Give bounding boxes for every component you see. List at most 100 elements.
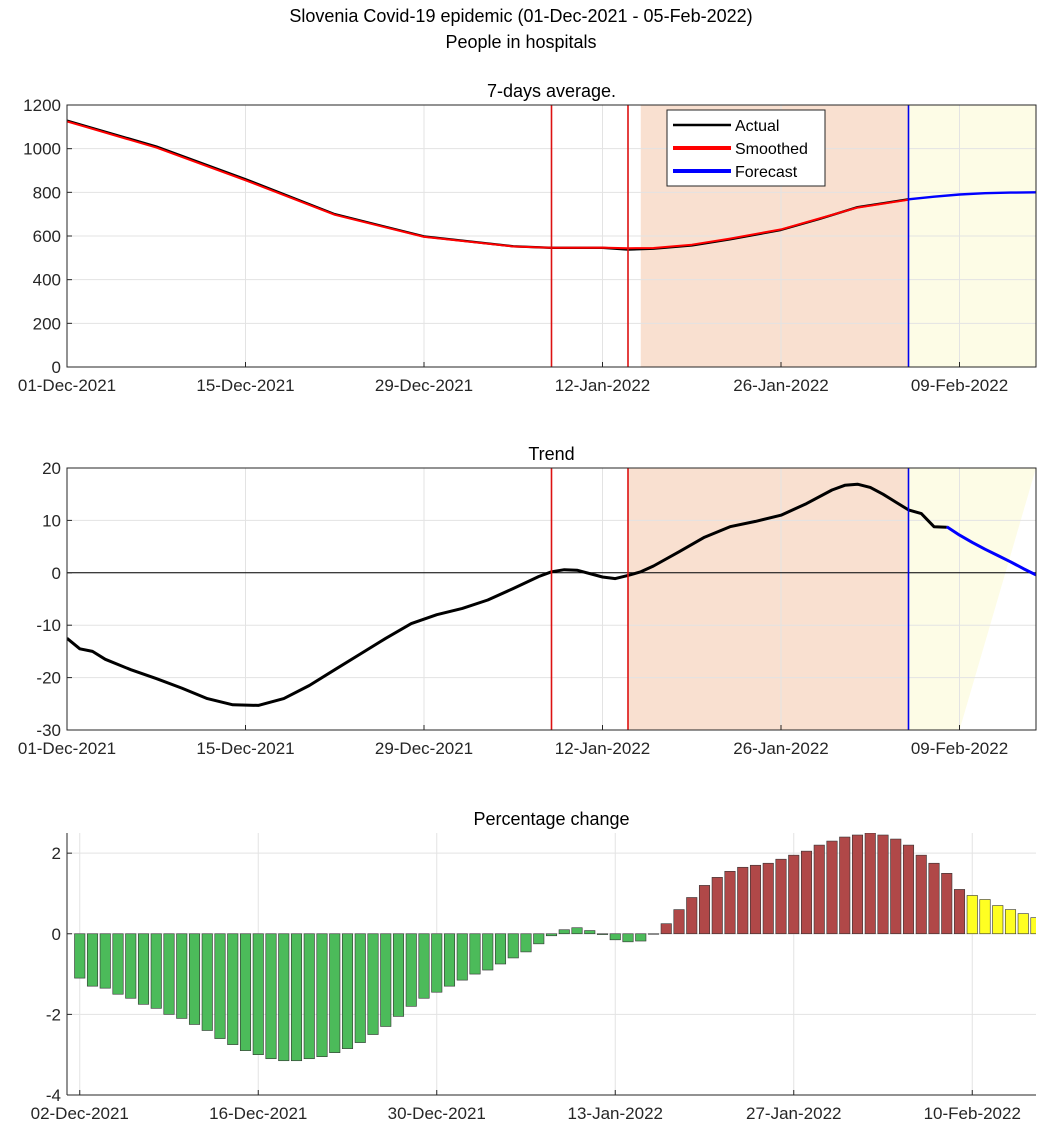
- y-tick-label: 0: [52, 564, 61, 583]
- y-tick-label: 1200: [23, 96, 61, 115]
- bar: [686, 897, 698, 935]
- bar: [431, 933, 443, 993]
- y-tick-label: -4: [46, 1086, 61, 1105]
- bar: [647, 933, 660, 935]
- bar: [622, 933, 634, 943]
- legend-label-smoothed: Smoothed: [735, 141, 808, 158]
- bar: [584, 930, 596, 935]
- y-tick-label: -2: [46, 1005, 61, 1024]
- bar: [469, 933, 481, 975]
- panel-2-plot-area: [67, 833, 1036, 1095]
- y-tick-label: 600: [33, 227, 61, 246]
- bar: [915, 854, 927, 935]
- bar: [660, 923, 672, 935]
- bar: [507, 933, 519, 959]
- bar: [494, 933, 507, 965]
- bar: [125, 933, 137, 999]
- bar: [609, 933, 621, 941]
- bar: [443, 933, 456, 987]
- bar: [558, 929, 570, 935]
- bar: [813, 844, 825, 935]
- shaded-region-rise: [628, 468, 909, 730]
- bar: [265, 933, 277, 1060]
- y-tick-label: 10: [42, 511, 61, 530]
- x-tick-label: 12-Jan-2022: [555, 376, 650, 395]
- y-tick-label: -30: [36, 721, 61, 740]
- x-tick-label: 01-Dec-2021: [18, 376, 116, 395]
- bar: [928, 862, 940, 935]
- y-tick-label: -10: [36, 616, 61, 635]
- y-tick-label: 2: [52, 844, 61, 863]
- x-tick-label: 26-Jan-2022: [733, 739, 828, 758]
- x-tick-label: 09-Feb-2022: [911, 376, 1008, 395]
- chart-title: Slovenia Covid-19 epidemic (01-Dec-2021 …: [289, 6, 753, 26]
- legend-label-forecast: Forecast: [735, 164, 798, 181]
- bar: [520, 933, 532, 953]
- bar: [74, 933, 86, 979]
- bar: [711, 877, 723, 935]
- bar: [418, 933, 430, 999]
- y-tick-label: 1000: [23, 140, 61, 159]
- x-tick-label: 09-Feb-2022: [911, 739, 1008, 758]
- bar: [137, 933, 150, 1005]
- bar: [239, 933, 252, 1051]
- panel-title: Percentage change: [473, 809, 629, 829]
- bar: [1017, 913, 1029, 935]
- bar: [354, 933, 366, 1043]
- y-tick-label: 20: [42, 459, 61, 478]
- bar: [99, 933, 111, 989]
- bar: [890, 838, 902, 935]
- bar: [227, 933, 239, 1045]
- bar: [392, 933, 405, 1017]
- bar: [112, 933, 124, 995]
- x-tick-label: 15-Dec-2021: [196, 376, 294, 395]
- bar: [762, 862, 774, 935]
- bar: [635, 933, 647, 942]
- bar: [826, 840, 838, 935]
- bar: [86, 933, 99, 987]
- bar: [482, 933, 494, 971]
- bar: [1030, 917, 1036, 935]
- bar: [698, 885, 711, 935]
- bar: [737, 866, 749, 935]
- bar: [953, 889, 966, 935]
- x-tick-label: 30-Dec-2021: [388, 1104, 486, 1123]
- y-tick-label: 400: [33, 271, 61, 290]
- x-tick-label: 26-Jan-2022: [733, 376, 828, 395]
- bar: [749, 864, 762, 935]
- panel-title: 7-days average.: [487, 81, 616, 101]
- bar: [214, 933, 226, 1039]
- bar: [201, 933, 213, 1031]
- bar: [176, 933, 188, 1019]
- x-tick-label: 29-Dec-2021: [375, 739, 473, 758]
- panel-title: Trend: [528, 444, 574, 464]
- bar: [405, 933, 417, 1007]
- forecast-band: [908, 468, 1036, 730]
- y-tick-label: -20: [36, 669, 61, 688]
- bar: [329, 933, 341, 1053]
- panel-1-plot-area: [67, 468, 1036, 730]
- bar: [902, 844, 915, 935]
- bar: [252, 933, 264, 1055]
- bar: [851, 834, 864, 935]
- series-line-actual: [67, 482, 947, 707]
- bar: [788, 854, 800, 935]
- bar: [290, 933, 303, 1062]
- bar: [316, 933, 328, 1058]
- x-tick-label: 01-Dec-2021: [18, 739, 116, 758]
- legend-label-actual: Actual: [735, 118, 779, 135]
- x-tick-label: 27-Jan-2022: [746, 1104, 841, 1123]
- x-tick-label: 15-Dec-2021: [196, 739, 294, 758]
- series-line-smoothed: [67, 120, 909, 250]
- x-tick-label: 10-Feb-2022: [924, 1104, 1021, 1123]
- bar: [188, 933, 201, 1025]
- bar: [1004, 909, 1017, 935]
- bar: [150, 933, 162, 1009]
- bar: [571, 927, 583, 935]
- x-tick-label: 29-Dec-2021: [375, 376, 473, 395]
- panel-0-plot-area: [67, 105, 1036, 367]
- bar: [966, 895, 978, 935]
- bar: [456, 933, 468, 981]
- bar: [800, 850, 813, 935]
